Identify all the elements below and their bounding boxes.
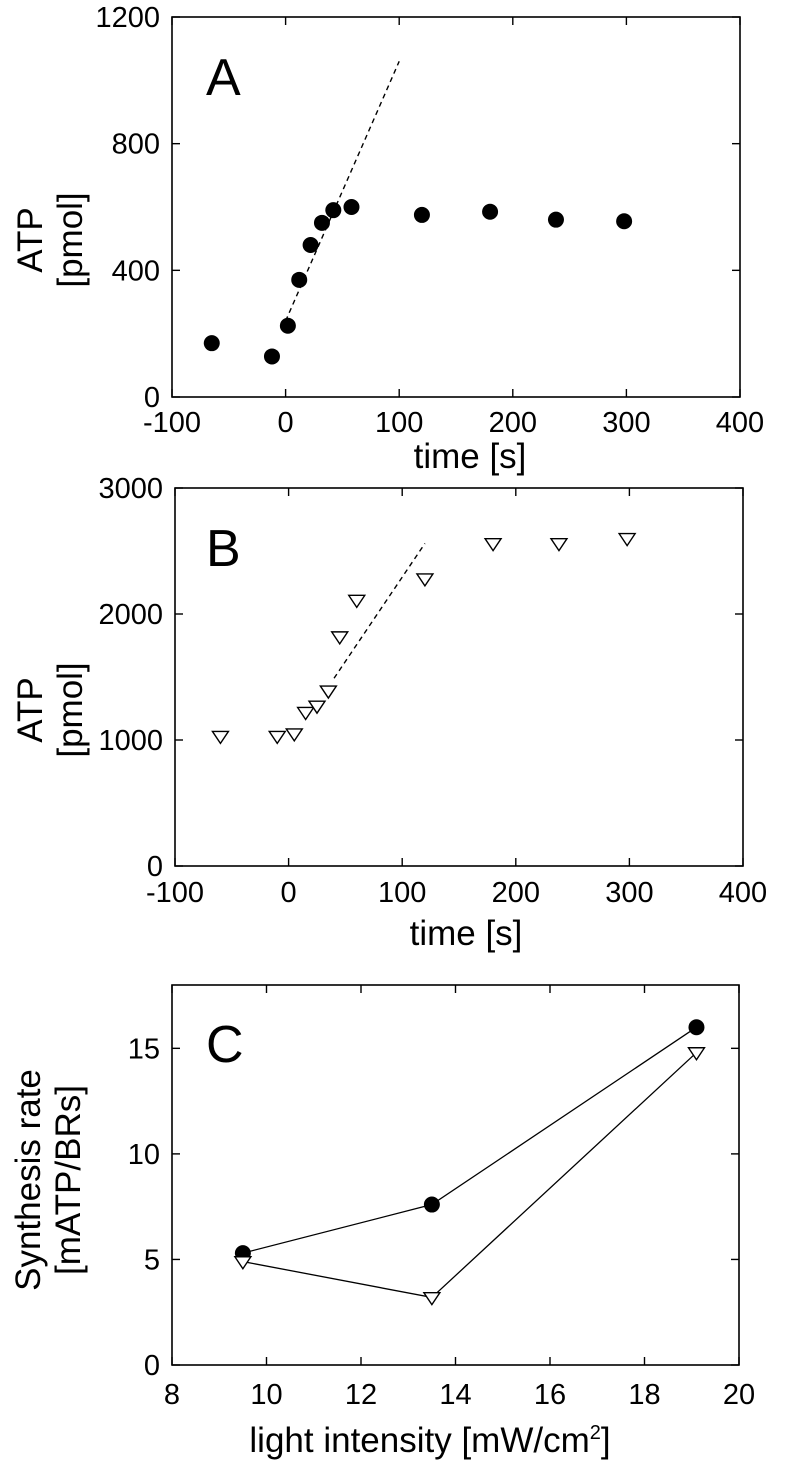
y-tick-label: 0	[144, 1350, 160, 1382]
y-axis-label-line: ATP	[11, 207, 50, 272]
x-tick-label: 16	[534, 1379, 566, 1411]
data-point-circle	[313, 214, 330, 231]
data-point-triangle	[233, 1256, 253, 1271]
y-axis-label-line: Synthesis rate	[9, 1069, 48, 1291]
y-tick-label: 2000	[98, 599, 163, 631]
data-point-circle	[547, 211, 564, 228]
plot-frame	[174, 487, 744, 867]
x-tick-label: 400	[716, 407, 764, 439]
panel-letter: B	[206, 520, 241, 578]
data-point-circle	[482, 203, 499, 220]
x-tick-label: 200	[492, 877, 540, 909]
dashed-fit-line	[333, 543, 426, 679]
y-axis-label: ATP[pmol]	[11, 662, 90, 757]
panel-c: 8 10 12 14 16 18 20 0 5 10 15 light intensity [mW/c…	[9, 984, 755, 1460]
y-tick-label: 1000	[98, 725, 163, 757]
x-tick-label: 300	[605, 877, 653, 909]
data-point-circle	[291, 271, 308, 288]
y-tick-label: 800	[112, 129, 160, 161]
data-point-circle	[413, 206, 430, 223]
y-axis-label: Synthesis rate[mATP/BRs]	[9, 1069, 88, 1291]
series-filled-circle	[203, 199, 633, 365]
data-point-circle	[263, 348, 280, 365]
x-tick-label: 12	[345, 1379, 377, 1411]
series-open-triangle-down	[233, 1047, 706, 1306]
x-axis-label-suffix: ]	[601, 1421, 611, 1460]
data-point-circle	[616, 213, 633, 230]
x-tick-label: 200	[489, 407, 537, 439]
series-line	[242, 1052, 697, 1299]
x-tick-label: 14	[439, 1379, 471, 1411]
data-point-triangle	[307, 700, 327, 715]
x-tick-label: 8	[164, 1379, 180, 1411]
data-point-circle	[423, 1196, 440, 1213]
data-point-circle	[203, 335, 220, 352]
x-axis-label: time [s]	[410, 914, 523, 953]
y-tick-label: 0	[147, 851, 163, 883]
y-axis-label-line: ATP	[11, 677, 50, 742]
x-axis-label-main: light intensity [mW/cm	[249, 1421, 589, 1460]
data-point-triangle	[284, 728, 304, 743]
data-point-triangle	[330, 631, 350, 646]
data-point-triangle	[211, 730, 230, 745]
data-point-circle	[343, 199, 360, 215]
y-axis-label: ATP[pmol]	[11, 192, 90, 287]
y-axis-label-line: [pmol]	[51, 192, 90, 287]
data-point-triangle	[296, 706, 315, 721]
x-tick-label: 20	[723, 1379, 755, 1411]
x-tick-label: 100	[378, 877, 426, 909]
y-tick-label: 10	[128, 1139, 160, 1171]
data-point-triangle	[422, 1291, 442, 1306]
plot-frame	[171, 16, 741, 398]
x-axis-label: light intensity [mW/cm2]	[249, 1421, 610, 1460]
y-tick-label: 0	[144, 382, 160, 414]
series-filled-circle	[234, 1019, 705, 1262]
x-tick-label: 10	[250, 1379, 282, 1411]
data-point-circle	[279, 317, 296, 334]
data-point-triangle	[687, 1047, 706, 1062]
x-axis-label: time [s]	[414, 437, 527, 476]
x-axis-label-superscript: 2	[590, 1422, 601, 1444]
series-open-triangle-down	[211, 532, 637, 745]
data-point-triangle	[617, 532, 637, 547]
panel-letter: C	[206, 1016, 244, 1074]
x-tick-label: 400	[719, 877, 767, 909]
y-tick-label: 400	[112, 255, 160, 287]
data-point-circle	[325, 202, 342, 219]
data-point-circle	[688, 1019, 705, 1036]
y-axis-label-line: [pmol]	[51, 662, 90, 757]
data-point-triangle	[267, 730, 287, 745]
y-tick-label: 1200	[95, 2, 160, 34]
data-point-triangle	[347, 594, 367, 609]
series-line	[242, 1026, 697, 1254]
plot-frame	[171, 984, 740, 1366]
y-axis-label-line: [mATP/BRs]	[49, 1085, 88, 1275]
y-tick-label: 15	[128, 1033, 160, 1065]
data-point-triangle	[483, 537, 503, 552]
panel-letter: A	[206, 49, 241, 107]
x-tick-label: -100	[146, 877, 204, 909]
x-tick-label: -100	[143, 407, 201, 439]
x-tick-label: 300	[602, 407, 650, 439]
data-point-circle	[302, 237, 319, 253]
data-point-triangle	[319, 685, 338, 700]
data-point-triangle	[415, 573, 435, 588]
data-point-triangle	[549, 537, 569, 552]
x-tick-label: 0	[281, 877, 297, 909]
x-tick-label: 0	[278, 407, 294, 439]
x-tick-label: 18	[628, 1379, 660, 1411]
x-tick-label: 100	[375, 407, 423, 439]
y-tick-label: 5	[144, 1244, 160, 1276]
y-tick-label: 3000	[98, 473, 163, 505]
